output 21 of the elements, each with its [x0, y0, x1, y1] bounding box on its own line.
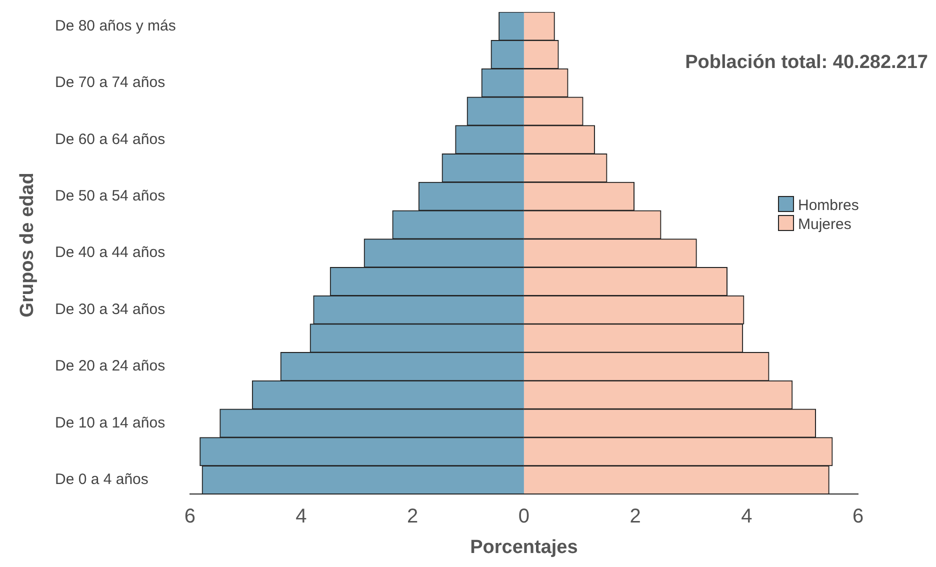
- y-tick-label: De 50 a 54 años: [55, 188, 166, 205]
- y-tick-label: De 0 a 4 años: [55, 471, 148, 488]
- y-tick-label: De 40 a 44 años: [55, 244, 166, 262]
- x-tick-label: 2: [407, 506, 418, 528]
- y-tick-label: De 20 a 24 años: [55, 358, 166, 375]
- y-axis-title: Grupos de edad: [17, 172, 39, 318]
- y-tick-label: De 10 a 14 años: [55, 414, 166, 432]
- y-tick-label: De 70 a 74 años: [55, 74, 166, 92]
- x-tick-label: 2: [630, 506, 641, 528]
- y-tick-label: De 80 años y más: [55, 17, 176, 34]
- y-tick-label: De 30 a 34 años: [55, 300, 166, 318]
- x-axis-title: Porcentajes: [470, 536, 578, 558]
- x-tick-label: 6: [184, 506, 196, 528]
- annotation: Población total: 40.282.217: [685, 52, 928, 74]
- legend-label: Mujeres: [797, 215, 852, 234]
- x-tick-label: 6: [852, 506, 864, 528]
- x-tick-label: 0: [518, 506, 530, 528]
- y-tick-label: De 60 a 64 años: [55, 130, 166, 148]
- x-tick-label: 4: [741, 506, 752, 528]
- legend-label: Hombres: [797, 196, 859, 215]
- x-tick-label: 4: [296, 506, 307, 528]
